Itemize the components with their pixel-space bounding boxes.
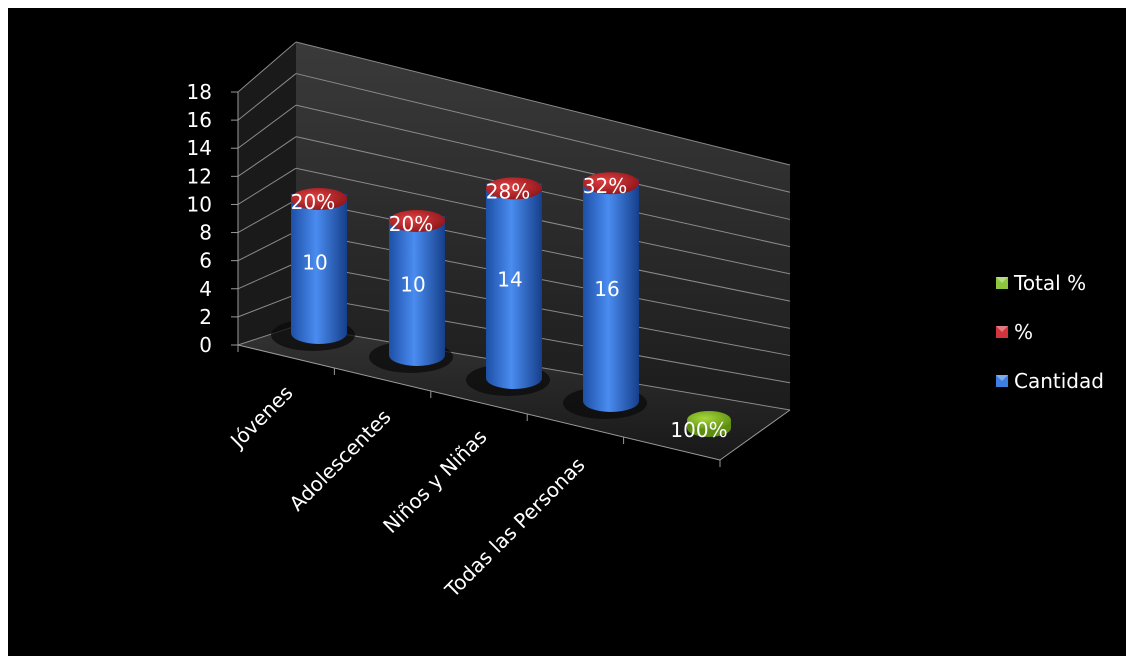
data-label-cantidad: 10	[400, 273, 425, 297]
y-tick-label: 12	[187, 164, 212, 188]
data-label-cantidad: 16	[594, 277, 619, 301]
data-label-cantidad: 10	[302, 251, 327, 275]
category-label: Todas las Personas	[439, 453, 589, 603]
bar-cantidad	[389, 216, 445, 366]
legend-swatch-shine	[996, 375, 1008, 381]
bar-cantidad	[583, 178, 639, 412]
bar-percent-cap	[389, 210, 445, 232]
gridline	[295, 293, 791, 384]
data-label-percent: 28%	[486, 179, 530, 203]
y-tick-label: 6	[199, 249, 212, 273]
category-label: Niños y Niñas	[378, 425, 491, 538]
bar-total-cap	[687, 411, 731, 429]
legend-label: %	[1014, 320, 1033, 344]
y-tick-label: 14	[187, 136, 212, 160]
side-wall	[238, 42, 296, 345]
bar-percent-cap	[291, 188, 347, 210]
category-label: Jóvenes	[224, 381, 297, 454]
gridline	[295, 199, 791, 302]
y-axis-ticks: 0 2 4 6 8 10 12 14 16 18	[187, 80, 212, 357]
gridlines	[237, 41, 791, 411]
y-tick-label: 16	[187, 108, 212, 132]
y-tick-label: 18	[187, 80, 212, 104]
data-label-percent: 32%	[583, 174, 627, 198]
gridline	[295, 73, 791, 193]
gridline	[295, 136, 791, 248]
data-label-percent: 20%	[389, 212, 433, 236]
legend-swatch	[996, 375, 1008, 387]
gridline	[295, 167, 791, 275]
gridline-side	[237, 230, 297, 262]
data-label-total: 100%	[670, 418, 727, 442]
bar-cantidad	[291, 194, 347, 344]
gridline	[295, 262, 791, 357]
y-tick-label: 4	[199, 277, 212, 301]
gridline-side	[237, 199, 297, 233]
gridline	[295, 104, 791, 220]
legend-swatch	[996, 277, 1008, 289]
gridline	[295, 230, 791, 329]
legend-label: Cantidad	[1014, 369, 1104, 393]
chart-area: 0 2 4 6 8 10 12 14 16 18 10 20% 10 20% 14 28% 16 32% 100%…	[8, 8, 1126, 656]
chart-svg: 0 2 4 6 8 10 12 14 16 18 10 20% 10 20% 14 28% 16 32% 100%…	[187, 41, 1104, 603]
legend-swatch-shine	[996, 277, 1008, 283]
bar-cantidad	[486, 183, 542, 389]
gridline-side	[237, 167, 297, 205]
gridline	[295, 41, 791, 166]
gridline-side	[237, 136, 297, 177]
category-label: Adolescentes	[284, 405, 395, 516]
bar-percent-cap	[583, 172, 639, 195]
legend-swatch	[996, 326, 1008, 338]
floor-edge	[719, 409, 791, 461]
gridline	[295, 325, 791, 411]
legend-label: Total %	[1013, 271, 1086, 295]
x-axis-line	[237, 344, 721, 461]
legend-swatch-shine	[996, 326, 1008, 332]
data-label-percent: 20%	[291, 190, 335, 214]
gridline-side	[237, 104, 297, 149]
bar-percent-cap	[486, 177, 542, 200]
data-label-cantidad: 14	[497, 268, 522, 292]
y-tick-label: 0	[199, 333, 212, 357]
gridline-side	[237, 262, 297, 290]
gridline-side	[237, 73, 297, 121]
gridline-side	[237, 41, 297, 93]
axes	[231, 91, 791, 467]
bars: 10 20% 10 20% 14 28% 16 32% 100%	[271, 172, 731, 442]
y-tick-label: 8	[199, 221, 212, 245]
legend: Total %% Cantidad	[996, 271, 1104, 393]
y-tick-label: 2	[199, 305, 212, 329]
gridline-side	[237, 293, 297, 318]
y-tick-label: 10	[187, 192, 212, 216]
